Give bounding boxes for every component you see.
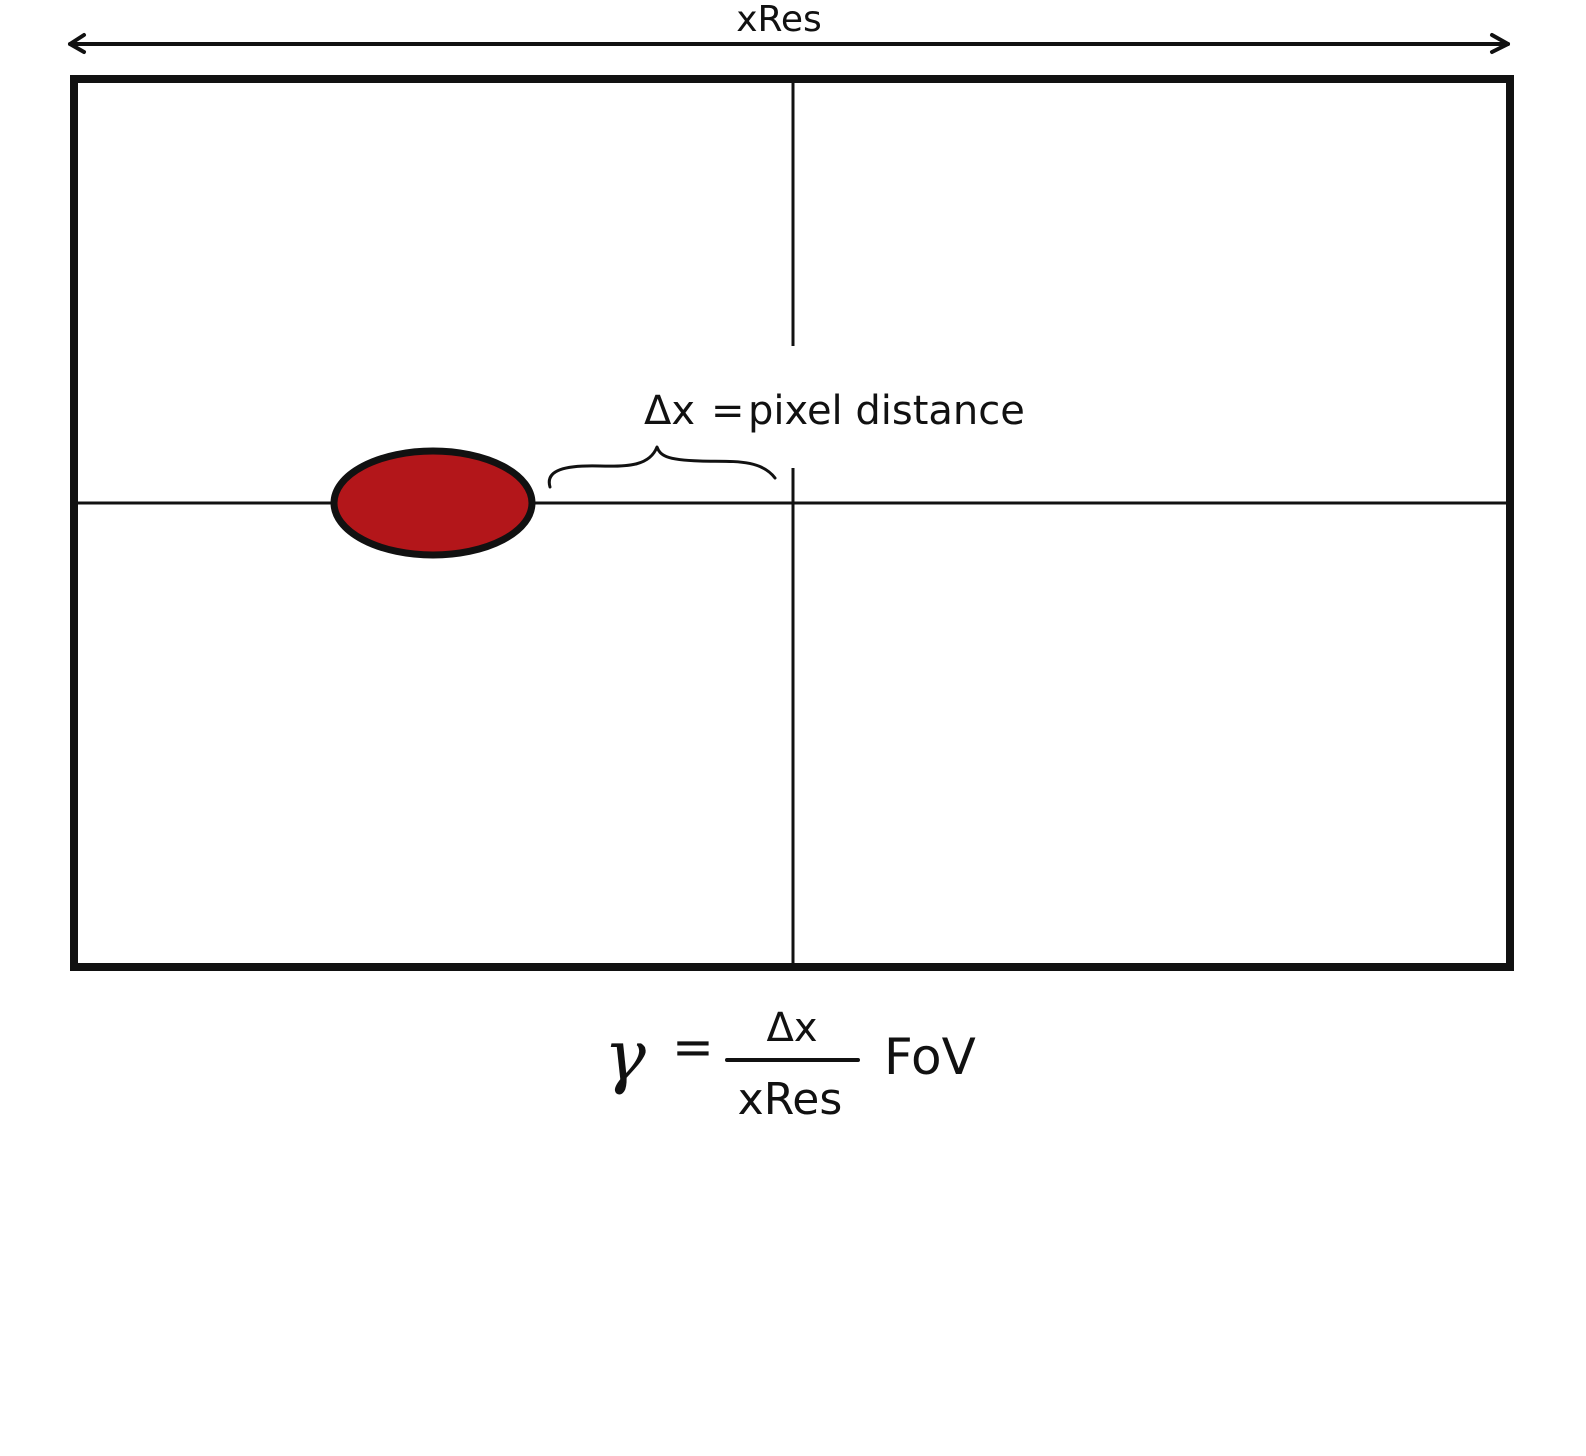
image-frame	[70, 75, 1514, 971]
formula-equals: =	[672, 1018, 714, 1076]
delta-x-symbol: Δx	[644, 388, 695, 434]
formula-denominator: xRes	[738, 1074, 843, 1125]
formula-numerator: Δx	[766, 1005, 817, 1051]
target-ellipse	[330, 447, 536, 559]
annotation-equals: =	[711, 388, 745, 434]
formula-fov: FoV	[884, 1028, 976, 1086]
width-label: xRes	[736, 0, 822, 40]
gamma-symbol: γ	[604, 1015, 646, 1097]
distance-brace	[547, 445, 777, 489]
width-arrow	[68, 33, 1510, 54]
pixel-distance-label: pixel distance	[748, 388, 1025, 434]
